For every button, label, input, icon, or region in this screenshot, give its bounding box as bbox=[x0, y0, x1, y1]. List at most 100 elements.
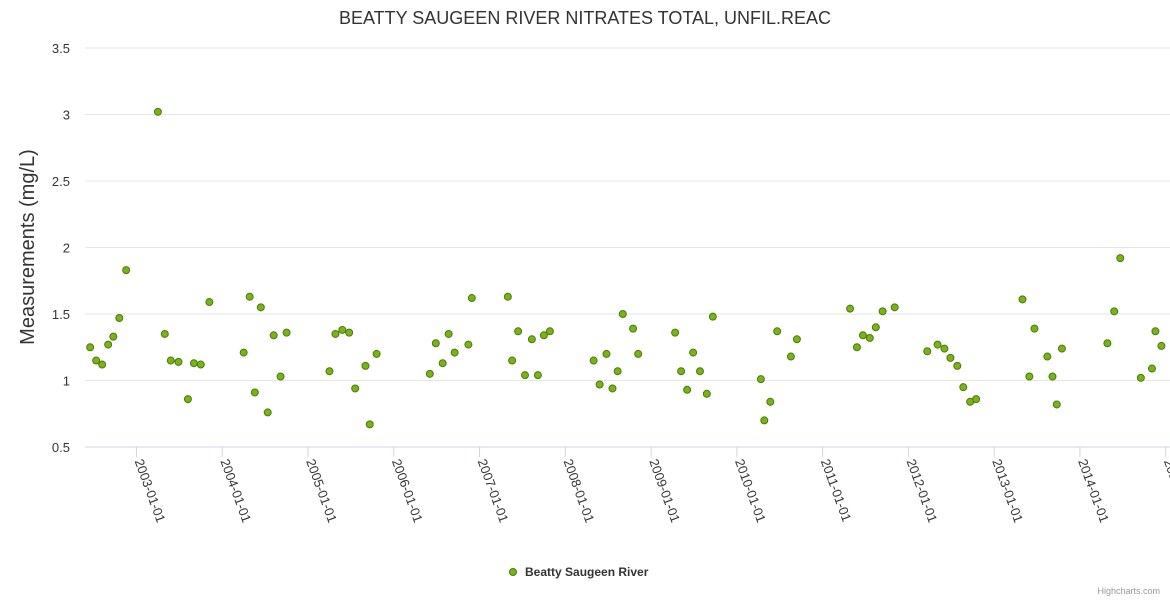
credits-link[interactable]: Highcharts.com bbox=[1097, 586, 1160, 596]
data-point[interactable] bbox=[189, 359, 198, 368]
data-point[interactable] bbox=[205, 298, 214, 307]
data-point[interactable] bbox=[325, 367, 334, 376]
data-point[interactable] bbox=[683, 385, 692, 394]
data-point[interactable] bbox=[689, 348, 698, 357]
data-point[interactable] bbox=[1151, 327, 1160, 336]
data-point[interactable] bbox=[539, 331, 548, 340]
data-point[interactable] bbox=[695, 367, 704, 376]
data-point[interactable] bbox=[634, 349, 643, 358]
data-point[interactable] bbox=[871, 323, 880, 332]
data-point[interactable] bbox=[589, 356, 598, 365]
data-point[interactable] bbox=[1043, 352, 1052, 361]
data-point[interactable] bbox=[671, 328, 680, 337]
data-point[interactable] bbox=[263, 408, 272, 417]
data-point[interactable] bbox=[109, 332, 118, 341]
data-point[interactable] bbox=[1116, 254, 1125, 263]
data-point[interactable] bbox=[865, 333, 874, 342]
data-point[interactable] bbox=[602, 349, 611, 358]
data-point[interactable] bbox=[521, 371, 530, 380]
data-point[interactable] bbox=[923, 347, 932, 356]
data-point[interactable] bbox=[1030, 324, 1039, 333]
data-point[interactable] bbox=[250, 388, 259, 397]
data-point[interactable] bbox=[104, 340, 113, 349]
data-point[interactable] bbox=[153, 107, 162, 116]
data-point[interactable] bbox=[438, 359, 447, 368]
data-point[interactable] bbox=[464, 340, 473, 349]
data-point[interactable] bbox=[1110, 307, 1119, 316]
data-point[interactable] bbox=[1018, 295, 1027, 304]
data-point[interactable] bbox=[677, 367, 686, 376]
data-point[interactable] bbox=[792, 335, 801, 344]
data-point[interactable] bbox=[425, 369, 434, 378]
data-point[interactable] bbox=[1057, 344, 1066, 353]
data-point[interactable] bbox=[940, 344, 949, 353]
data-point[interactable] bbox=[702, 389, 711, 398]
data-point[interactable] bbox=[365, 420, 374, 429]
data-point[interactable] bbox=[361, 361, 370, 370]
data-point[interactable] bbox=[276, 372, 285, 381]
data-point[interactable] bbox=[846, 304, 855, 313]
data-point[interactable] bbox=[760, 416, 769, 425]
data-point[interactable] bbox=[852, 343, 861, 352]
data-point[interactable] bbox=[1136, 373, 1145, 382]
data-point[interactable] bbox=[450, 348, 459, 357]
legend-marker-icon[interactable] bbox=[509, 568, 517, 576]
data-point[interactable] bbox=[756, 375, 765, 384]
data-point[interactable] bbox=[183, 395, 192, 404]
data-point[interactable] bbox=[953, 361, 962, 370]
data-point[interactable] bbox=[972, 395, 981, 404]
legend-item-label[interactable]: Beatty Saugeen River bbox=[525, 565, 649, 579]
data-point[interactable] bbox=[708, 312, 717, 321]
data-point[interactable] bbox=[773, 327, 782, 336]
data-point[interactable] bbox=[1052, 400, 1061, 409]
data-point[interactable] bbox=[166, 356, 175, 365]
data-point[interactable] bbox=[1025, 372, 1034, 381]
data-point[interactable] bbox=[933, 340, 942, 349]
data-point[interactable] bbox=[1048, 372, 1057, 381]
data-point[interactable] bbox=[372, 349, 381, 358]
data-point[interactable] bbox=[345, 328, 354, 337]
data-point[interactable] bbox=[239, 348, 248, 357]
data-point[interactable] bbox=[613, 367, 622, 376]
data-point[interactable] bbox=[858, 331, 867, 340]
data-point[interactable] bbox=[618, 310, 627, 318]
data-point[interactable] bbox=[1147, 364, 1156, 373]
series-beatty-saugeen-river[interactable] bbox=[86, 107, 1166, 429]
data-point[interactable] bbox=[338, 325, 347, 334]
data-point[interactable] bbox=[86, 343, 95, 352]
data-point[interactable] bbox=[174, 357, 183, 366]
data-point[interactable] bbox=[92, 356, 101, 365]
data-point[interactable] bbox=[878, 307, 887, 316]
data-point[interactable] bbox=[946, 353, 955, 362]
data-point[interactable] bbox=[444, 329, 453, 338]
data-point[interactable] bbox=[160, 329, 169, 338]
data-point[interactable] bbox=[595, 380, 604, 389]
data-point[interactable] bbox=[122, 266, 131, 275]
data-point[interactable] bbox=[514, 327, 523, 336]
data-point[interactable] bbox=[508, 356, 517, 365]
data-point[interactable] bbox=[351, 384, 360, 393]
data-point[interactable] bbox=[1103, 339, 1112, 348]
data-point[interactable] bbox=[545, 327, 554, 336]
data-point[interactable] bbox=[245, 292, 254, 301]
data-point[interactable] bbox=[467, 294, 476, 303]
data-point[interactable] bbox=[269, 331, 278, 340]
data-point[interactable] bbox=[196, 360, 205, 369]
legend[interactable]: Beatty Saugeen River bbox=[509, 565, 649, 579]
data-point[interactable] bbox=[431, 339, 440, 348]
data-point[interactable] bbox=[890, 303, 899, 312]
data-point[interactable] bbox=[786, 352, 795, 361]
data-point[interactable] bbox=[282, 328, 291, 337]
data-point[interactable] bbox=[527, 335, 536, 344]
data-point[interactable] bbox=[98, 360, 107, 369]
data-point[interactable] bbox=[331, 329, 340, 338]
data-point[interactable] bbox=[766, 397, 775, 406]
data-point[interactable] bbox=[533, 371, 542, 380]
data-point[interactable] bbox=[503, 292, 512, 301]
data-point[interactable] bbox=[629, 324, 638, 333]
data-point[interactable] bbox=[115, 313, 124, 322]
data-point[interactable] bbox=[959, 383, 968, 392]
data-point[interactable] bbox=[1157, 341, 1166, 350]
data-point[interactable] bbox=[256, 303, 265, 312]
data-point[interactable] bbox=[608, 384, 617, 393]
